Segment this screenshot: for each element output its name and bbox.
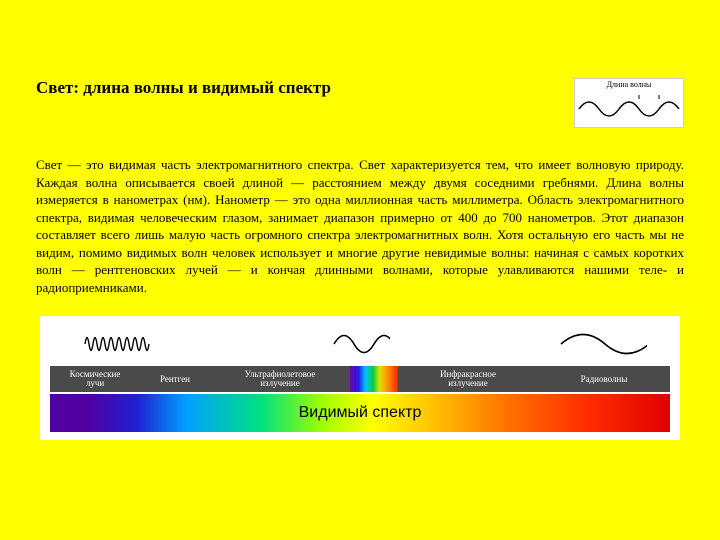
band-label: Инфракрасное излучение — [440, 370, 496, 389]
wave-frequency-row — [50, 326, 670, 362]
spectrum-band: Радиоволны — [538, 366, 670, 392]
visible-spectrum-bar: Видимый спектр — [50, 394, 670, 432]
wave-high-icon — [83, 329, 153, 359]
wavelength-diagram: Длина волны — [574, 78, 684, 128]
wave-icon — [577, 95, 681, 123]
band-label: Рентген — [160, 375, 190, 384]
spectrum-band: Ультрафиолетовое излучение — [210, 366, 350, 392]
page-title: Свет: длина волны и видимый спектр — [36, 78, 331, 98]
band-row: Космические лучи Рентген Ультрафиолетовое … — [50, 366, 670, 392]
body-paragraph: Свет — это видимая часть электромагнитно… — [36, 156, 684, 296]
band-label: Радиоволны — [581, 375, 628, 384]
visible-spectrum-label: Видимый спектр — [299, 404, 422, 422]
wave-mid-icon — [330, 329, 390, 359]
spectrum-band: Рентген — [140, 366, 210, 392]
visible-band — [350, 366, 398, 392]
spectrum-diagram: Космические лучи Рентген Ультрафиолетовое … — [40, 316, 680, 440]
spectrum-band: Космические лучи — [50, 366, 140, 392]
wavelength-label: Длина волны — [607, 81, 652, 89]
wave-low-icon — [557, 329, 647, 359]
band-label: Ультрафиолетовое излучение — [245, 370, 316, 389]
band-label: Космические лучи — [70, 370, 121, 389]
spectrum-band: Инфракрасное излучение — [398, 366, 538, 392]
